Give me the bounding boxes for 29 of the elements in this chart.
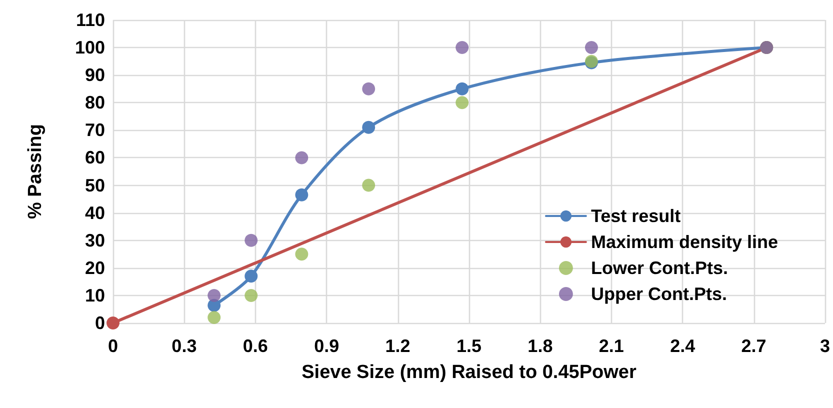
x-tick-label: 1.8 [528,336,553,356]
x-tick-label: 0.9 [314,336,340,356]
y-tick-label: 50 [84,175,105,196]
y-tick-label: 70 [84,120,105,140]
x-tick-label: 2.1 [598,336,624,356]
x-tick-label: 0 [108,336,118,356]
y-tick-label: 40 [84,202,105,223]
y-tick-label: 10 [84,285,105,306]
y-tick-label: 100 [74,38,105,58]
legend-label: Test result [590,206,681,226]
y-axis-title: % Passing [25,124,46,220]
legend-label: Lower Cont.Pts. [590,258,728,278]
x-axis-title: Sieve Size (mm) Raised to 0.45Power [302,362,637,383]
y-tick-label: 110 [76,10,105,30]
x-tick-label: 1.5 [456,336,482,356]
x-tick-label: 1.2 [385,336,410,356]
y-tick-label: 30 [84,230,105,250]
x-tick-label: 2.4 [670,336,696,356]
y-tick-label: 60 [84,148,105,168]
y-tick-label: 90 [84,65,105,86]
legend-label: Maximum density line [590,232,778,252]
y-tick-label: 0 [94,313,105,333]
legend-label: Upper Cont.Pts. [590,284,727,304]
x-tick-label: 0.6 [242,336,268,356]
y-tick-label: 80 [84,92,105,113]
x-tick-label: 3 [820,336,830,356]
x-tick-label: 2.7 [741,336,766,356]
x-tick-label: 0.3 [172,336,197,356]
y-tick-label: 20 [84,258,105,278]
